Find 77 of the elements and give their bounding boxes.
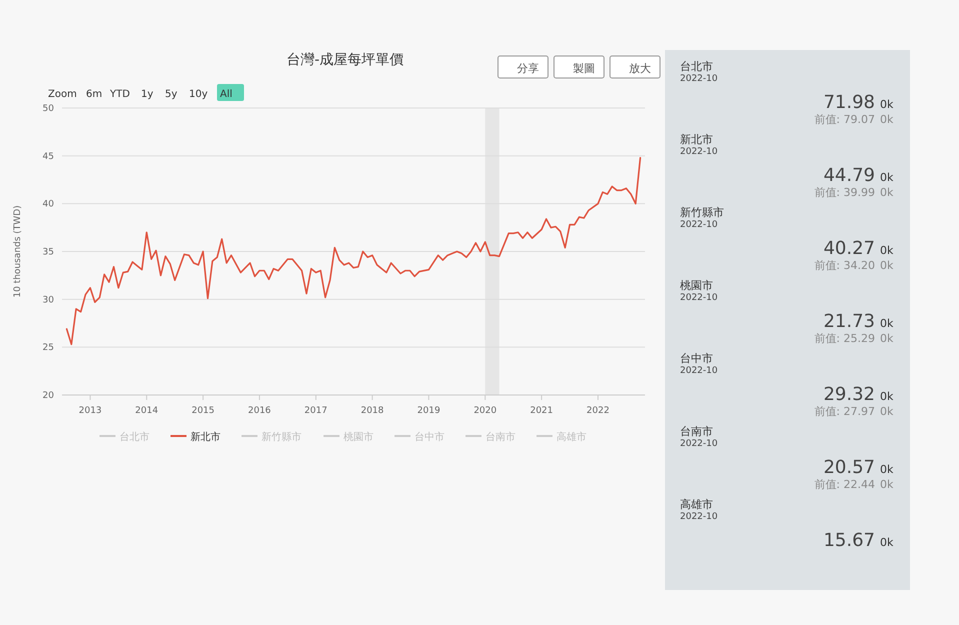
text: 0k — [880, 390, 894, 403]
text: 0k — [880, 259, 894, 272]
text: 0k — [880, 463, 894, 476]
text: YTD — [109, 89, 130, 100]
text: 前值: 79.07 — [814, 113, 875, 126]
legend-label: 高雄市 — [556, 431, 586, 443]
text: 台南市 — [680, 425, 713, 438]
text: 20.57 — [823, 457, 875, 478]
text: 44.79 — [823, 165, 875, 186]
text: 台中市 — [680, 352, 713, 365]
x-tick-label: 2020 — [474, 406, 497, 416]
text: 前值: 34.20 — [814, 259, 875, 272]
text: 2022-10 — [680, 147, 718, 157]
text: 高雄市 — [680, 498, 713, 511]
legend-label: 桃園市 — [344, 431, 374, 443]
text: 2022-10 — [680, 366, 718, 376]
y-tick-label: 30 — [42, 295, 54, 306]
text: 0k — [880, 332, 894, 345]
text: 10y — [189, 89, 208, 100]
x-tick-label: 2019 — [417, 406, 440, 416]
text: 1y — [141, 89, 154, 100]
text: 2022-10 — [680, 439, 718, 449]
text: 台北市 — [680, 60, 713, 73]
x-tick-label: 2021 — [530, 406, 554, 416]
legend-label: 台中市 — [414, 431, 444, 443]
y-tick-label: 25 — [42, 343, 54, 354]
text: 0k — [880, 98, 894, 111]
text: All — [220, 89, 232, 100]
y-tick-label: 50 — [42, 104, 54, 114]
x-tick-label: 2013 — [78, 406, 102, 416]
text: 2022-10 — [680, 220, 718, 230]
x-tick-label: 2018 — [360, 406, 384, 416]
text: 前值: 27.97 — [814, 405, 875, 418]
text: 6m — [86, 89, 102, 100]
text: 0k — [880, 186, 894, 199]
text: 15.67 — [823, 530, 875, 551]
text: 29.32 — [823, 384, 875, 405]
text: 2022-10 — [680, 74, 718, 84]
text: 放大 — [629, 62, 651, 75]
x-tick-label: 2015 — [192, 406, 214, 416]
x-tick-label: 2022 — [586, 406, 610, 416]
legend-label: 台北市 — [120, 431, 150, 443]
y-tick-label: 35 — [42, 248, 54, 258]
text: 21.73 — [823, 311, 875, 332]
text: 40.27 — [823, 238, 875, 259]
text: 前值: 22.44 — [814, 478, 875, 491]
text: 2022-10 — [680, 293, 718, 303]
y-tick-label: 45 — [42, 152, 54, 162]
text: 0k — [880, 405, 894, 418]
chart-title: 台灣-成屋每坪單價 — [286, 52, 404, 68]
y-tick-label: 20 — [42, 391, 54, 401]
x-tick-label: 2014 — [135, 406, 158, 416]
line-series — [66, 156, 642, 346]
text: 0k — [880, 317, 894, 330]
text: 0k — [880, 113, 894, 126]
text: 新北市 — [680, 133, 713, 146]
text: 0k — [880, 244, 894, 257]
x-tick-label: 2017 — [304, 406, 328, 416]
text: Zoom — [48, 89, 77, 100]
text: 0k — [880, 478, 894, 491]
x-tick-label: 2016 — [248, 406, 272, 416]
text: 2022-10 — [680, 512, 718, 522]
text: 5y — [165, 89, 178, 100]
text: 分享 — [517, 62, 539, 75]
y-tick-label: 40 — [42, 200, 54, 210]
text: 製圖 — [573, 62, 595, 75]
text: 桃園市 — [680, 279, 713, 292]
text: 新竹縣市 — [680, 206, 724, 219]
y-axis-title: 10 thousands (TWD) — [13, 205, 23, 298]
text: 0k — [880, 536, 894, 549]
text: 前值: 39.99 — [814, 186, 875, 199]
text: 71.98 — [823, 92, 875, 113]
legend-label: 新竹縣市 — [262, 431, 302, 443]
legend-label: 新北市 — [190, 431, 220, 443]
text: 0k — [880, 171, 894, 184]
text: 前值: 25.29 — [814, 332, 875, 345]
legend-label: 台南市 — [486, 431, 516, 443]
